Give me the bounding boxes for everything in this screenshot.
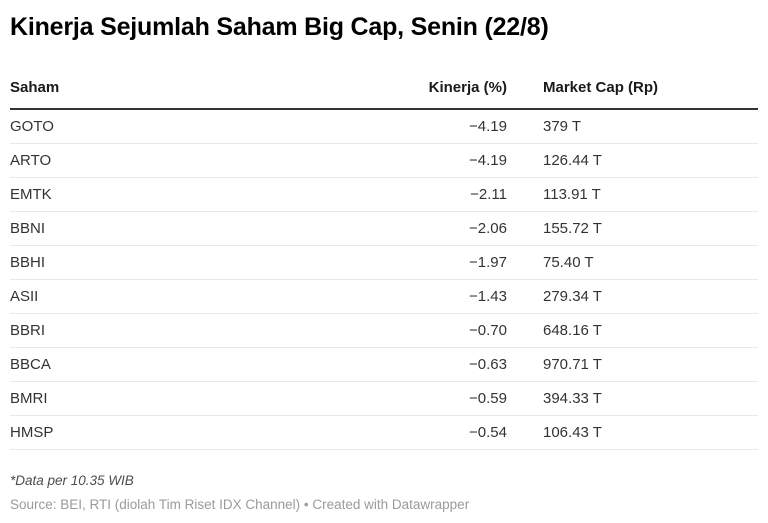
table-row: EMTK −2.11 113.91 T — [10, 177, 758, 212]
source-text: Source: BEI, RTI (diolah Tim Riset IDX C… — [10, 497, 301, 512]
table-row: BBNI −2.06 155.72 T — [10, 211, 758, 246]
cell-kinerja: −0.63 — [310, 347, 507, 382]
cell-kinerja: −0.54 — [310, 415, 507, 450]
cell-marketcap: 75.40 T — [507, 245, 758, 280]
cell-saham: HMSP — [10, 415, 310, 450]
table-row: GOTO −4.19 379 T — [10, 109, 758, 144]
table-row: HMSP −0.54 106.43 T — [10, 415, 758, 450]
cell-kinerja: −2.11 — [310, 177, 507, 212]
table-row: BBHI −1.97 75.40 T — [10, 245, 758, 280]
stock-table: Saham Kinerja (%) Market Cap (Rp) GOTO −4… — [10, 79, 758, 450]
cell-saham: BBHI — [10, 245, 310, 280]
cell-marketcap: 970.71 T — [507, 347, 758, 382]
cell-kinerja: −0.70 — [310, 313, 507, 348]
cell-kinerja: −1.43 — [310, 279, 507, 314]
table-header: Saham Kinerja (%) Market Cap (Rp) — [10, 79, 758, 110]
table-row: ARTO −4.19 126.44 T — [10, 143, 758, 178]
source-separator: • — [300, 497, 313, 512]
cell-marketcap: 279.34 T — [507, 279, 758, 314]
cell-marketcap: 106.43 T — [507, 415, 758, 450]
cell-kinerja: −2.06 — [310, 211, 507, 246]
table-row: BBRI −0.70 648.16 T — [10, 313, 758, 348]
cell-kinerja: −4.19 — [310, 109, 507, 144]
cell-marketcap: 113.91 T — [507, 177, 758, 212]
cell-saham: BBRI — [10, 313, 310, 348]
cell-kinerja: −4.19 — [310, 143, 507, 178]
data-note: *Data per 10.35 WIB — [10, 473, 134, 488]
cell-marketcap: 648.16 T — [507, 313, 758, 348]
table-row: ASII −1.43 279.34 T — [10, 279, 758, 314]
column-header-saham: Saham — [10, 79, 310, 110]
cell-marketcap: 126.44 T — [507, 143, 758, 178]
table-row: BBCA −0.63 970.71 T — [10, 347, 758, 382]
chart-title: Kinerja Sejumlah Saham Big Cap, Senin (2… — [10, 13, 549, 41]
cell-saham: BMRI — [10, 381, 310, 416]
cell-marketcap: 394.33 T — [507, 381, 758, 416]
cell-saham: BBNI — [10, 211, 310, 246]
header-row: Saham Kinerja (%) Market Cap (Rp) — [10, 79, 758, 110]
datawrapper-attribution-link[interactable]: Created with Datawrapper — [312, 497, 470, 512]
cell-kinerja: −0.59 — [310, 381, 507, 416]
datawrapper-table-page: Kinerja Sejumlah Saham Big Cap, Senin (2… — [10, 13, 758, 512]
cell-saham: BBCA — [10, 347, 310, 382]
column-header-kinerja: Kinerja (%) — [310, 79, 507, 110]
table-body: GOTO −4.19 379 T ARTO −4.19 126.44 T EMTK −2.11… — [10, 109, 758, 450]
table-row: BMRI −0.59 394.33 T — [10, 381, 758, 416]
cell-marketcap: 379 T — [507, 109, 758, 144]
cell-saham: ARTO — [10, 143, 310, 178]
cell-saham: EMTK — [10, 177, 310, 212]
column-header-marketcap: Market Cap (Rp) — [507, 79, 758, 110]
cell-saham: GOTO — [10, 109, 310, 144]
source-line: Source: BEI, RTI (diolah Tim Riset IDX C… — [10, 497, 758, 512]
cell-saham: ASII — [10, 279, 310, 314]
cell-marketcap: 155.72 T — [507, 211, 758, 246]
cell-kinerja: −1.97 — [310, 245, 507, 280]
